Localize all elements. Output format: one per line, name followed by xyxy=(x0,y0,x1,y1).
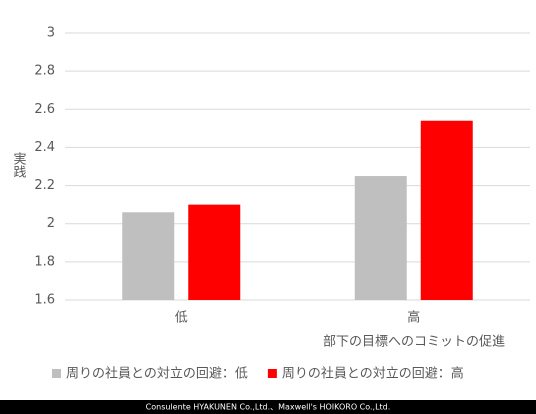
footer-band xyxy=(0,400,536,414)
y-tick-label: 2.4 xyxy=(34,140,55,155)
bar xyxy=(354,176,407,300)
y-tick-label: 3 xyxy=(47,26,55,41)
y-tick-label: 2.8 xyxy=(34,64,55,79)
y-axis-label: 実践 xyxy=(11,151,27,178)
y-tick-label: 2.2 xyxy=(34,178,55,193)
y-tick-label: 2 xyxy=(47,216,55,231)
x-tick-label: 低 xyxy=(175,311,188,326)
y-tick-label: 2.6 xyxy=(34,102,55,117)
legend-label: 周りの社員との対立の回避：高 xyxy=(282,366,464,382)
footer: Consulente HYAKUNEN Co.,Ltd.、Maxwell's H… xyxy=(146,403,391,412)
legend-swatch xyxy=(52,369,61,378)
y-tick-label: 1.8 xyxy=(34,254,55,269)
y-tick-label: 1.6 xyxy=(34,293,55,308)
legend-swatch xyxy=(267,369,277,378)
x-axis-label: 部下の目標へのコミットの促進 xyxy=(323,335,505,350)
legend-label: 周りの社員との対立の回避：低 xyxy=(66,366,248,382)
bar xyxy=(420,120,473,300)
x-tick-label: 高 xyxy=(407,310,420,326)
bar xyxy=(122,212,175,300)
bar xyxy=(188,204,241,300)
